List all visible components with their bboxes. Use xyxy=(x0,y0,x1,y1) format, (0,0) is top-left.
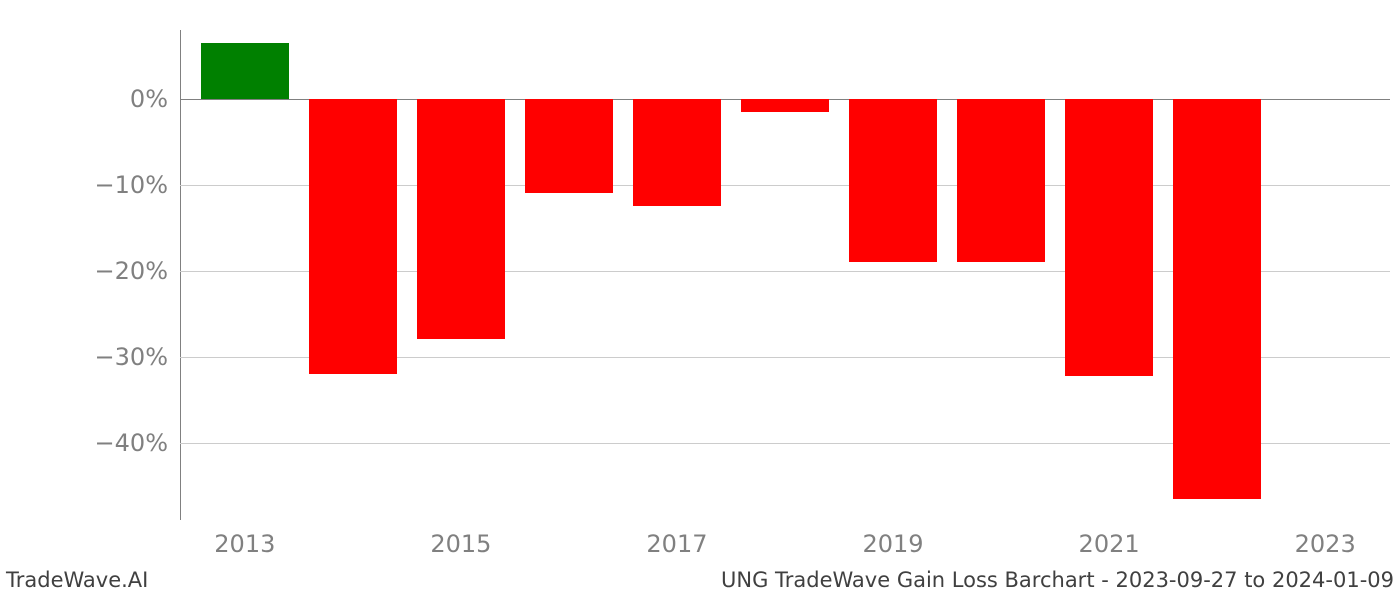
x-tick-label: 2013 xyxy=(214,520,275,558)
bar xyxy=(849,99,938,262)
y-tick-label: −10% xyxy=(95,171,180,199)
y-tick-label: −40% xyxy=(95,429,180,457)
x-tick-label: 2023 xyxy=(1295,520,1356,558)
bar xyxy=(201,43,290,99)
y-tick-label: −30% xyxy=(95,343,180,371)
gain-loss-barchart: −40% −30% −20% −10% 0% 2013 2015 2017 2019 2021 20… xyxy=(0,0,1400,600)
bar xyxy=(1065,99,1154,377)
bar xyxy=(417,99,506,340)
y-axis-spine xyxy=(180,30,181,520)
footer-caption: UNG TradeWave Gain Loss Barchart - 2023-… xyxy=(721,568,1394,592)
x-tick-label: 2021 xyxy=(1079,520,1140,558)
bar xyxy=(633,99,722,206)
bar xyxy=(525,99,614,194)
bar xyxy=(309,99,398,374)
plot-area: −40%−30%−20%−10%0%2013201520172019202120… xyxy=(180,30,1390,520)
x-tick-label: 2017 xyxy=(646,520,707,558)
footer-brand: TradeWave.AI xyxy=(6,568,148,592)
bar xyxy=(957,99,1046,262)
x-tick-label: 2019 xyxy=(862,520,923,558)
y-tick-label: −20% xyxy=(95,257,180,285)
bar xyxy=(741,99,830,112)
y-tick-label: 0% xyxy=(130,85,180,113)
bar xyxy=(1173,99,1262,499)
x-tick-label: 2015 xyxy=(430,520,491,558)
